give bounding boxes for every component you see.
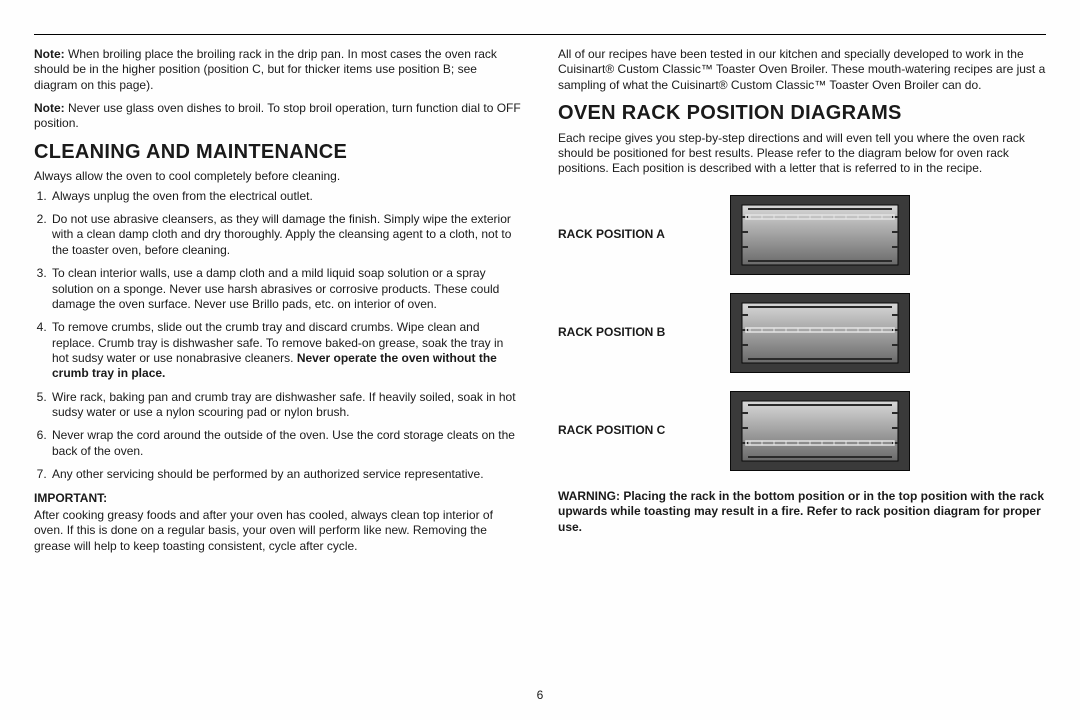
list-item: Wire rack, baking pan and crumb tray are…: [50, 390, 522, 421]
list-item: To remove crumbs, slide out the crumb tr…: [50, 320, 522, 381]
warning-text: WARNING: Placing the rack in the bottom …: [558, 489, 1046, 536]
list-item: Any other servicing should be performed …: [50, 467, 522, 482]
rack-row-c: RACK POSITION C: [558, 391, 1046, 471]
rack-a-label: RACK POSITION A: [558, 227, 708, 242]
page-frame: Note: When broiling place the broiling r…: [34, 34, 1046, 702]
page-number: 6: [34, 688, 1046, 702]
rack-c-diagram: [730, 391, 910, 471]
list-item: To clean interior walls, use a damp clot…: [50, 266, 522, 312]
rack-row-a: RACK POSITION A: [558, 195, 1046, 275]
note-1-label: Note:: [34, 47, 65, 61]
rack-a-diagram: [730, 195, 910, 275]
list-item: Always unplug the oven from the electric…: [50, 189, 522, 204]
rack-heading: OVEN RACK POSITION DIAGRAMS: [558, 101, 1046, 127]
important-block: IMPORTANT: After cooking greasy foods an…: [34, 491, 522, 554]
right-intro: All of our recipes have been tested in o…: [558, 47, 1046, 93]
note-1: Note: When broiling place the broiling r…: [34, 47, 522, 93]
note-1-body: When broiling place the broiling rack in…: [34, 47, 497, 92]
list-item: Do not use abrasive cleansers, as they w…: [50, 212, 522, 258]
note-2-body: Never use glass oven dishes to broil. To…: [34, 101, 521, 130]
rack-desc: Each recipe gives you step-by-step direc…: [558, 131, 1046, 177]
cleaning-intro: Always allow the oven to cool completely…: [34, 169, 522, 184]
two-column-layout: Note: When broiling place the broiling r…: [34, 47, 1046, 702]
left-column: Note: When broiling place the broiling r…: [34, 47, 522, 702]
rack-b-label: RACK POSITION B: [558, 325, 708, 340]
rack-b-diagram: [730, 293, 910, 373]
cleaning-heading: CLEANING AND MAINTENANCE: [34, 140, 522, 166]
list-item: Never wrap the cord around the outside o…: [50, 428, 522, 459]
rack-diagrams: RACK POSITION A RACK POSITION B RACK POS…: [558, 195, 1046, 471]
important-label: IMPORTANT:: [34, 491, 522, 506]
rack-row-b: RACK POSITION B: [558, 293, 1046, 373]
important-body: After cooking greasy foods and after you…: [34, 508, 522, 554]
note-2-label: Note:: [34, 101, 65, 115]
rack-c-label: RACK POSITION C: [558, 423, 708, 438]
right-column: All of our recipes have been tested in o…: [558, 47, 1046, 702]
cleaning-list: Always unplug the oven from the electric…: [34, 189, 522, 483]
note-2: Note: Never use glass oven dishes to bro…: [34, 101, 522, 132]
